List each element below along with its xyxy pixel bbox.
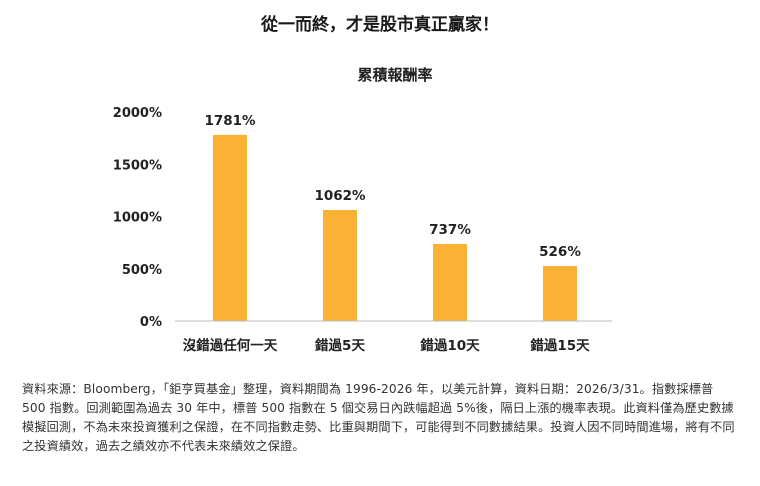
bar-value-label: 1781% [204,113,256,129]
bar [543,266,577,321]
x-category-label: 錯過10天 [420,337,480,354]
bar [213,134,247,321]
y-tick-label: 2000% [113,106,162,121]
cumulative-return-chart: 累積報酬率 0% 500% 1000% 1500% 2000% 1781% 1062% 73… [0,60,760,370]
bar [433,243,467,321]
bar [323,210,357,321]
x-axis: 沒錯過任何一天 錯過5天 錯過10天 錯過15天 [183,337,590,354]
y-tick-label: 500% [122,263,162,278]
bar-chart-svg: 累積報酬率 0% 500% 1000% 1500% 2000% 1781% 1062% 73… [113,66,612,354]
bar-value-label: 737% [429,222,471,238]
y-tick-label: 0% [140,315,162,330]
bar-value-label: 526% [539,244,581,260]
chart-title: 累積報酬率 [357,66,432,84]
x-category-label: 沒錯過任何一天 [183,337,278,354]
page-headline: 從一而終，才是股市真正贏家！ [261,15,499,35]
y-tick-label: 1000% [113,211,162,226]
bar-series: 1781% 1062% 737% 526% [204,113,581,321]
y-axis: 0% 500% 1000% 1500% 2000% [113,106,162,330]
source-footnote: 資料來源：Bloomberg，「鉅亨買基金」整理，資料期間為 1996-2026… [22,382,735,453]
x-category-label: 錯過5天 [315,337,365,354]
x-category-label: 錯過15天 [530,337,590,354]
y-tick-label: 1500% [113,158,162,173]
bar-value-label: 1062% [314,188,366,204]
